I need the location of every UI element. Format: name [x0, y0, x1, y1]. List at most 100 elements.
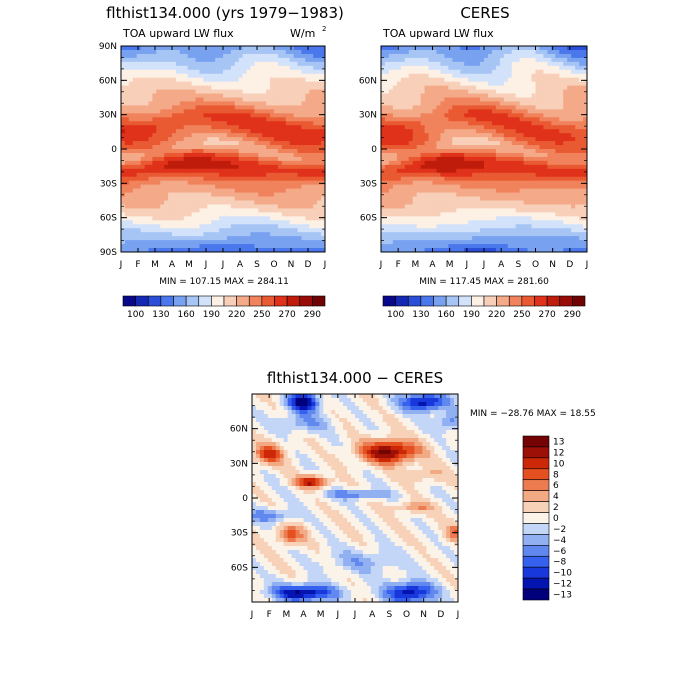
heatmap-cell — [254, 152, 259, 158]
heatmap-cell — [215, 89, 220, 95]
heatmap-cell — [507, 145, 513, 150]
heatmap-cell — [301, 216, 306, 221]
heatmap-cell — [132, 180, 138, 186]
heatmap-cell — [195, 77, 201, 83]
heatmap-cell — [480, 46, 485, 51]
heatmap-cell — [160, 208, 165, 213]
heatmap-cell — [432, 121, 438, 126]
heatmap-cell — [464, 49, 469, 55]
heatmap-cell — [424, 117, 430, 122]
heatmap-cell — [452, 49, 457, 55]
heatmap-cell — [487, 152, 493, 158]
heatmap-cell — [392, 101, 398, 107]
heatmap-cell — [230, 53, 236, 59]
heatmap-cell — [132, 176, 138, 182]
heatmap-cell — [464, 109, 469, 114]
heatmap-cell — [313, 204, 318, 210]
heatmap-cell — [309, 97, 314, 103]
heatmap-cell — [187, 141, 193, 146]
heatmap-cell — [317, 53, 322, 59]
heatmap-cell — [172, 53, 177, 59]
heatmap-cell — [567, 168, 572, 174]
heatmap-cell — [250, 61, 255, 67]
heatmap-cell — [262, 240, 267, 245]
heatmap-cell — [215, 216, 220, 221]
heatmap-cell — [484, 129, 489, 134]
heatmap-cell — [381, 168, 386, 174]
heatmap-cell — [277, 212, 283, 217]
heatmap-cell — [211, 164, 216, 170]
heatmap-cell — [175, 212, 181, 217]
heatmap-cell — [156, 89, 161, 95]
colorbar-box — [312, 295, 326, 307]
heatmap-cell — [215, 152, 220, 158]
heatmap-cell — [211, 46, 216, 51]
heatmap-cell — [563, 53, 568, 59]
heatmap-cell — [262, 216, 267, 221]
heatmap-cell — [238, 200, 244, 206]
heatmap-cell — [277, 176, 283, 182]
heatmap-cell — [543, 101, 548, 107]
heatmap-cell — [456, 208, 461, 213]
heatmap-cell — [499, 204, 505, 210]
heatmap-cell — [384, 200, 390, 206]
heatmap-cell — [183, 212, 189, 217]
heatmap-cell — [563, 125, 568, 130]
heatmap-cell — [551, 85, 556, 91]
heatmap-cell — [575, 85, 580, 91]
heatmap-cell — [527, 129, 533, 134]
heatmap-cell — [191, 81, 197, 87]
heatmap-cell — [531, 168, 537, 174]
heatmap-cell — [531, 89, 537, 95]
heatmap-cell — [547, 192, 552, 198]
heatmap-cell — [191, 188, 197, 194]
heatmap-cell — [519, 172, 525, 178]
heatmap-cell — [215, 105, 220, 110]
heatmap-cell — [392, 77, 398, 83]
heatmap-cell — [195, 204, 201, 210]
heatmap-cell — [274, 105, 279, 110]
heatmap-cell — [140, 204, 146, 210]
heatmap-cell — [420, 176, 426, 182]
heatmap-cell — [168, 121, 173, 126]
heatmap-cell — [219, 248, 224, 252]
heatmap-cell — [148, 204, 153, 210]
heatmap-cell — [254, 65, 259, 71]
heatmap-cell — [289, 224, 295, 229]
heatmap-cell — [223, 188, 228, 194]
heatmap-cell — [148, 228, 153, 233]
heatmap-cell — [535, 113, 541, 118]
heatmap-cell — [262, 244, 267, 249]
heatmap-cell — [543, 156, 548, 162]
heatmap-cell — [452, 53, 457, 59]
heatmap-cell — [420, 172, 426, 178]
heatmap-cell — [277, 93, 283, 99]
heatmap-cell — [567, 49, 572, 55]
heatmap-cell — [527, 156, 533, 162]
heatmap-cell — [515, 61, 521, 67]
heatmap-cell — [250, 121, 255, 126]
heatmap-cell — [234, 228, 240, 233]
heatmap-cell — [262, 188, 267, 194]
heatmap-cell — [144, 168, 150, 174]
heatmap-cell — [156, 156, 161, 162]
heatmap-cell — [313, 97, 318, 103]
heatmap-cell — [156, 184, 161, 190]
heatmap-cell — [428, 121, 434, 126]
heatmap-cell — [266, 137, 271, 142]
heatmap-cell — [179, 220, 185, 225]
heatmap-cell — [436, 46, 442, 51]
heatmap-cell — [531, 152, 537, 158]
heatmap-cell — [250, 101, 255, 107]
heatmap-cell — [301, 172, 306, 178]
x-tick-label: A — [237, 260, 244, 270]
heatmap-cell — [507, 184, 513, 190]
heatmap-cell — [293, 196, 299, 202]
heatmap-cell — [262, 97, 267, 103]
heatmap-cell — [317, 220, 322, 225]
heatmap-cell — [392, 196, 398, 202]
heatmap-cell — [266, 109, 271, 114]
heatmap-cell — [136, 73, 142, 79]
heatmap-cell — [270, 129, 275, 134]
heatmap-cell — [551, 101, 556, 107]
